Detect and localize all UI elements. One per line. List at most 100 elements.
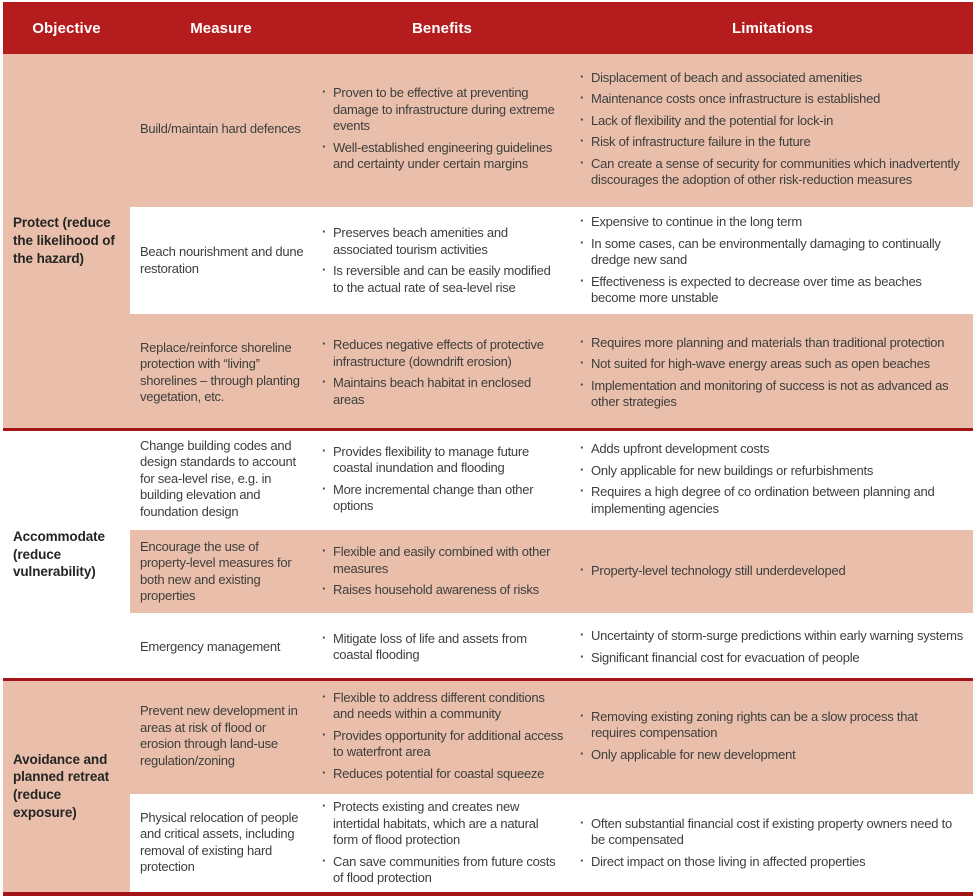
table-row: Encourage the use of property-level meas… — [130, 530, 973, 613]
bullet-dot-icon: · — [322, 798, 327, 813]
list-item: · Provides opportunity for additional ac… — [320, 726, 564, 761]
list-item: · Well-established engineering guideline… — [320, 139, 564, 173]
benefits-cell: · Protects existing and creates new inte… — [312, 798, 572, 887]
bullet-dot-icon: · — [580, 213, 585, 229]
bullet-text: Flexible to address different conditions… — [333, 689, 545, 722]
objective-label: Avoidance and planned retreat (reduce ex… — [13, 751, 110, 821]
bullet-text: Provides flexibility to manage future co… — [333, 443, 529, 476]
bullet-text: Significant financial cost for evacuatio… — [591, 649, 860, 665]
bullet-text: Effectiveness is expected to decrease ov… — [591, 273, 922, 306]
list-item: · In some cases, can be environmentally … — [578, 234, 963, 269]
group-rows: Build/maintain hard defences · Proven to… — [130, 54, 973, 428]
list-item: · Flexible to address different conditio… — [320, 688, 564, 723]
bullet-dot-icon: · — [580, 111, 585, 127]
benefits-list: · Mitigate loss of life and assets from … — [320, 629, 564, 664]
bullet-text: Reduces negative effects of protective i… — [333, 337, 544, 369]
table-row: Emergency management · Mitigate loss of … — [130, 616, 973, 678]
list-item: · Mitigate loss of life and assets from … — [320, 629, 564, 664]
bullet-text: Implementation and monitoring of success… — [591, 377, 949, 410]
bullet-text: Proven to be effective at preventing dam… — [333, 85, 555, 134]
bullet-dot-icon: · — [580, 852, 585, 868]
benefits-cell: · Reduces negative effects of protective… — [312, 336, 572, 408]
list-item: · Uncertainty of storm-surge predictions… — [578, 627, 963, 645]
limitations-cell: · Removing existing zoning rights can be… — [572, 708, 973, 764]
bullet-text: Risk of infrastructure failure in the fu… — [591, 134, 811, 149]
bullet-dot-icon: · — [580, 627, 585, 642]
bullet-dot-icon: · — [580, 234, 585, 250]
bullet-dot-icon: · — [580, 814, 585, 830]
bullet-text: Only applicable for new development — [591, 746, 796, 762]
bullet-dot-icon: · — [322, 336, 327, 351]
bullet-dot-icon: · — [580, 461, 585, 477]
bullet-text: Well-established engineering guidelines … — [333, 139, 553, 172]
objective-cell: Avoidance and planned retreat (reduce ex… — [3, 681, 130, 892]
table-row: Physical relocation of people and critic… — [130, 794, 973, 892]
limitations-cell: · Property-level technology still underd… — [572, 562, 973, 580]
bullet-text: Can save communities from future costs o… — [333, 853, 556, 886]
measure-cell: Encourage the use of property-level meas… — [130, 539, 312, 605]
list-item: · Implementation and monitoring of succe… — [578, 376, 963, 411]
bullet-text: Removing existing zoning rights can be a… — [591, 708, 918, 741]
measure-cell: Prevent new development in areas at risk… — [130, 703, 312, 769]
table-body: Protect (reduce the likelihood of the ha… — [3, 54, 973, 892]
column-header-measure: Measure — [190, 19, 252, 37]
bullet-text: Flexible and easily combined with other … — [333, 544, 551, 576]
measure-label: Build/maintain hard defences — [140, 120, 301, 136]
benefits-list: · Flexible and easily combined with othe… — [320, 543, 564, 599]
limitations-list: · Uncertainty of storm-surge predictions… — [578, 627, 963, 667]
list-item: · More incremental change than other opt… — [320, 481, 564, 515]
table-row: Build/maintain hard defences · Proven to… — [130, 54, 973, 204]
benefits-cell: · Flexible to address different conditio… — [312, 688, 572, 783]
list-item: · Property-level technology still underd… — [578, 562, 963, 580]
bullet-dot-icon: · — [580, 376, 585, 392]
list-item: · Effectiveness is expected to decrease … — [578, 272, 963, 307]
limitations-list: · Expensive to continue in the long term… — [578, 213, 963, 307]
bullet-dot-icon: · — [322, 374, 327, 389]
list-item: · Lack of flexibility and the potential … — [578, 111, 963, 130]
limitations-cell: · Adds upfront development costs · Only … — [572, 440, 973, 517]
list-item: · Reduces negative effects of protective… — [320, 336, 564, 370]
measure-cell: Physical relocation of people and critic… — [130, 810, 312, 876]
bullet-text: Displacement of beach and associated ame… — [591, 69, 863, 85]
measure-cell: Change building codes and design standar… — [130, 438, 312, 521]
measure-label: Change building codes and design standar… — [140, 437, 296, 519]
benefits-cell: · Mitigate loss of life and assets from … — [312, 629, 572, 664]
bullet-dot-icon: · — [322, 688, 327, 704]
list-item: · Raises household awareness of risks — [320, 581, 564, 599]
bullet-text: Lack of flexibility and the potential fo… — [591, 112, 834, 128]
limitations-cell: · Uncertainty of storm-surge predictions… — [572, 627, 973, 667]
table-row: Beach nourishment and dune restoration ·… — [130, 207, 973, 314]
benefits-cell: · Flexible and easily combined with othe… — [312, 543, 572, 599]
objective-group: Accommodate (reduce vulnerability) Chang… — [3, 428, 973, 678]
bullet-dot-icon: · — [580, 440, 585, 455]
list-item: · Flexible and easily combined with othe… — [320, 543, 564, 577]
bullet-dot-icon: · — [322, 726, 327, 742]
limitations-cell: · Often substantial financial cost if ex… — [572, 814, 973, 871]
bullet-text: Maintains beach habitat in enclosed area… — [333, 375, 531, 407]
limitations-cell: · Expensive to continue in the long term… — [572, 213, 973, 307]
bullet-text: Reduces potential for coastal squeeze — [333, 765, 545, 781]
bullet-dot-icon: · — [580, 483, 585, 498]
measure-cell: Beach nourishment and dune restoration — [130, 244, 312, 277]
measure-label: Prevent new development in areas at risk… — [140, 703, 298, 768]
bullet-dot-icon: · — [580, 333, 585, 349]
bullet-dot-icon: · — [580, 154, 585, 170]
list-item: · Significant financial cost for evacuat… — [578, 649, 963, 667]
bullet-dot-icon: · — [580, 272, 585, 288]
list-item: · Is reversible and can be easily modifi… — [320, 262, 564, 296]
bullet-dot-icon: · — [322, 629, 327, 645]
table-row: Prevent new development in areas at risk… — [130, 681, 973, 791]
list-item: · Proven to be effective at preventing d… — [320, 84, 564, 135]
limitations-list: · Property-level technology still underd… — [578, 562, 963, 580]
objective-cell: Protect (reduce the likelihood of the ha… — [3, 54, 130, 428]
bullet-text: Requires more planning and materials tha… — [591, 334, 945, 350]
measure-cell: Emergency management — [130, 639, 312, 656]
objective-cell: Accommodate (reduce vulnerability) — [3, 431, 130, 678]
benefits-cell: · Provides flexibility to manage future … — [312, 443, 572, 515]
bullet-dot-icon: · — [322, 852, 327, 868]
bullet-text: Raises household awareness of risks — [333, 582, 539, 598]
bullet-dot-icon: · — [580, 745, 585, 761]
list-item: · Direct impact on those living in affec… — [578, 852, 963, 871]
bullet-dot-icon: · — [580, 68, 585, 84]
